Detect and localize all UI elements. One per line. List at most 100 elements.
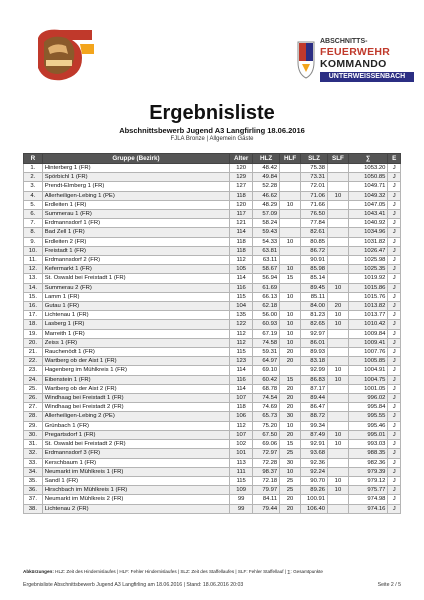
cell-slz: 92.91 [299, 439, 329, 450]
cell-rank: 4. [23, 190, 43, 201]
cell-hlf: 10 [279, 236, 301, 247]
cell-hlf: 20 [279, 393, 301, 404]
cell-e: J [387, 429, 401, 441]
cell-group: Hinterberg 1 (FR) [41, 162, 231, 174]
cell-sum: 995.55 [347, 411, 389, 422]
cell-rank: 8. [23, 227, 43, 238]
cell-hlz: 62.18 [252, 301, 281, 312]
cell-e: J [387, 190, 401, 201]
cell-slf [327, 457, 349, 468]
cell-e: J [387, 172, 401, 183]
cell-rank: 15. [23, 291, 43, 303]
cell-slz: 84.00 [299, 301, 329, 312]
cell-slf [327, 503, 349, 514]
cell-e: J [387, 457, 401, 468]
cell-slz: 89.45 [299, 282, 329, 293]
cell-slf: 10 [327, 310, 349, 321]
logo-text-line3: KOMMANDO [320, 58, 387, 70]
cell-age: 122 [229, 319, 254, 330]
cell-group: Summerau 1 (FR) [41, 209, 231, 220]
cell-rank: 17. [23, 310, 43, 321]
table-row: 5. Erdleiten 1 (FR) 120 48.29 10 71.66 1047.05… [23, 199, 401, 211]
logo-text-line1: ABSCHNITTS- [320, 38, 368, 45]
cell-slf [327, 411, 349, 422]
cell-slf [327, 420, 349, 431]
cell-slf [327, 162, 349, 174]
cell-e: J [387, 209, 401, 220]
cell-hlz: 60.42 [252, 374, 281, 385]
cell-slz: 71.06 [299, 190, 329, 201]
cell-e: J [387, 356, 401, 367]
cell-slz: 86.83 [299, 374, 329, 385]
cell-slf: 10 [327, 429, 349, 441]
cell-hlz: 67.50 [252, 429, 281, 441]
cell-hlf: 10 [279, 264, 301, 275]
cell-slz: 90.70 [299, 475, 329, 487]
cell-sum: 1026.47 [347, 245, 389, 257]
cell-group: Lichtenau 2 (FR) [41, 503, 231, 514]
cell-sum: 993.03 [347, 439, 389, 450]
cell-hlz: 79.97 [252, 485, 281, 496]
cell-rank: 18. [23, 319, 43, 330]
cell-sum: 1013.77 [347, 310, 389, 321]
cell-age: 115 [229, 291, 254, 303]
cell-sum: 1009.84 [347, 328, 389, 339]
table-row: 17. Lichtenau 1 (FR) 135 56.00 10 81.23 10 1013… [23, 310, 401, 321]
cell-hlz: 60.93 [252, 319, 281, 330]
cell-group: Zeiss 1 (FR) [41, 337, 231, 349]
cell-e: J [387, 466, 401, 477]
cell-slz: 77.84 [299, 218, 329, 229]
cell-slf [327, 255, 349, 266]
cell-sum: 1047.05 [347, 199, 389, 211]
cell-slz: 100.91 [299, 494, 329, 505]
cell-slf [327, 273, 349, 284]
table-row: 36. Hirschbach im Mühlkreis 1 (FR) 109 79.9… [23, 485, 401, 496]
cell-hlz: 63.81 [252, 245, 281, 257]
table-row: 13. St. Oswald bei Freistadt 1 (FR) 114 56.… [23, 273, 401, 284]
feuerwehr-emblem-icon: ABSCHNITTS- FEUERWEHR KOMMANDO UNTERWEIS… [296, 34, 414, 90]
cell-group: Grünbach 1 (FR) [41, 420, 231, 431]
cell-hlf: 10 [279, 199, 301, 211]
cell-age: 116 [229, 282, 254, 293]
cell-rank: 1. [23, 162, 43, 174]
cell-sum: 982.36 [347, 457, 389, 468]
table-row: 31. St. Oswald bei Freistadt 2 (FR) 102 69.… [23, 439, 401, 450]
cell-group: Prendt-Elmberg 1 (FR) [41, 181, 231, 192]
cell-hlf [279, 255, 301, 266]
cell-group: Eibenstein 1 (FR) [41, 374, 231, 385]
cell-hlf [279, 227, 301, 238]
cell-group: St. Oswald bei Freistadt 2 (FR) [41, 439, 231, 450]
cell-rank: 21. [23, 347, 43, 358]
cell-group: Rauchenödt 1 (FR) [41, 347, 231, 358]
cell-hlf: 20 [279, 347, 301, 358]
table-row: 3. Prendt-Elmberg 1 (FR) 127 52.28 72.01 1049… [23, 181, 401, 192]
cell-hlz: 72.97 [252, 448, 281, 459]
cell-hlf [279, 365, 301, 376]
cell-group: Hirschbach im Mühlkreis 1 (FR) [41, 485, 231, 496]
cell-slf [327, 181, 349, 192]
cell-rank: 35. [23, 475, 43, 487]
cell-e: J [387, 218, 401, 229]
cell-rank: 3. [23, 181, 43, 192]
cell-hlf: 20 [279, 383, 301, 395]
cell-hlf: 10 [279, 328, 301, 339]
cell-hlz: 75.20 [252, 420, 281, 431]
page-title: Ergebnisliste [149, 102, 275, 124]
abbreviations-note: Abkürzungen: HLZ: Zeit des Hindernislauf… [23, 569, 401, 574]
cell-hlf: 10 [279, 319, 301, 330]
cell-age: 121 [229, 218, 254, 229]
table-row: 15. Lamm 1 (FR) 115 66.13 10 85.11 1015.76 J [23, 291, 401, 303]
cell-rank: 32. [23, 448, 43, 459]
event-subtitle: Abschnittsbewerb Jugend A3 Langfirling 1… [119, 126, 305, 135]
table-row: 8. Bad Zell 1 (FR) 114 59.43 82.61 1034.96 J [23, 227, 401, 238]
cell-age: 115 [229, 475, 254, 487]
cell-e: J [387, 439, 401, 450]
cell-age: 120 [229, 162, 254, 174]
cell-slf: 20 [327, 301, 349, 312]
cell-e: J [387, 236, 401, 247]
cell-age: 117 [229, 209, 254, 220]
cell-hlz: 74.54 [252, 393, 281, 404]
cell-slz: 92.24 [299, 466, 329, 477]
cell-slz: 82.65 [299, 319, 329, 330]
cell-sum: 974.16 [347, 503, 389, 514]
